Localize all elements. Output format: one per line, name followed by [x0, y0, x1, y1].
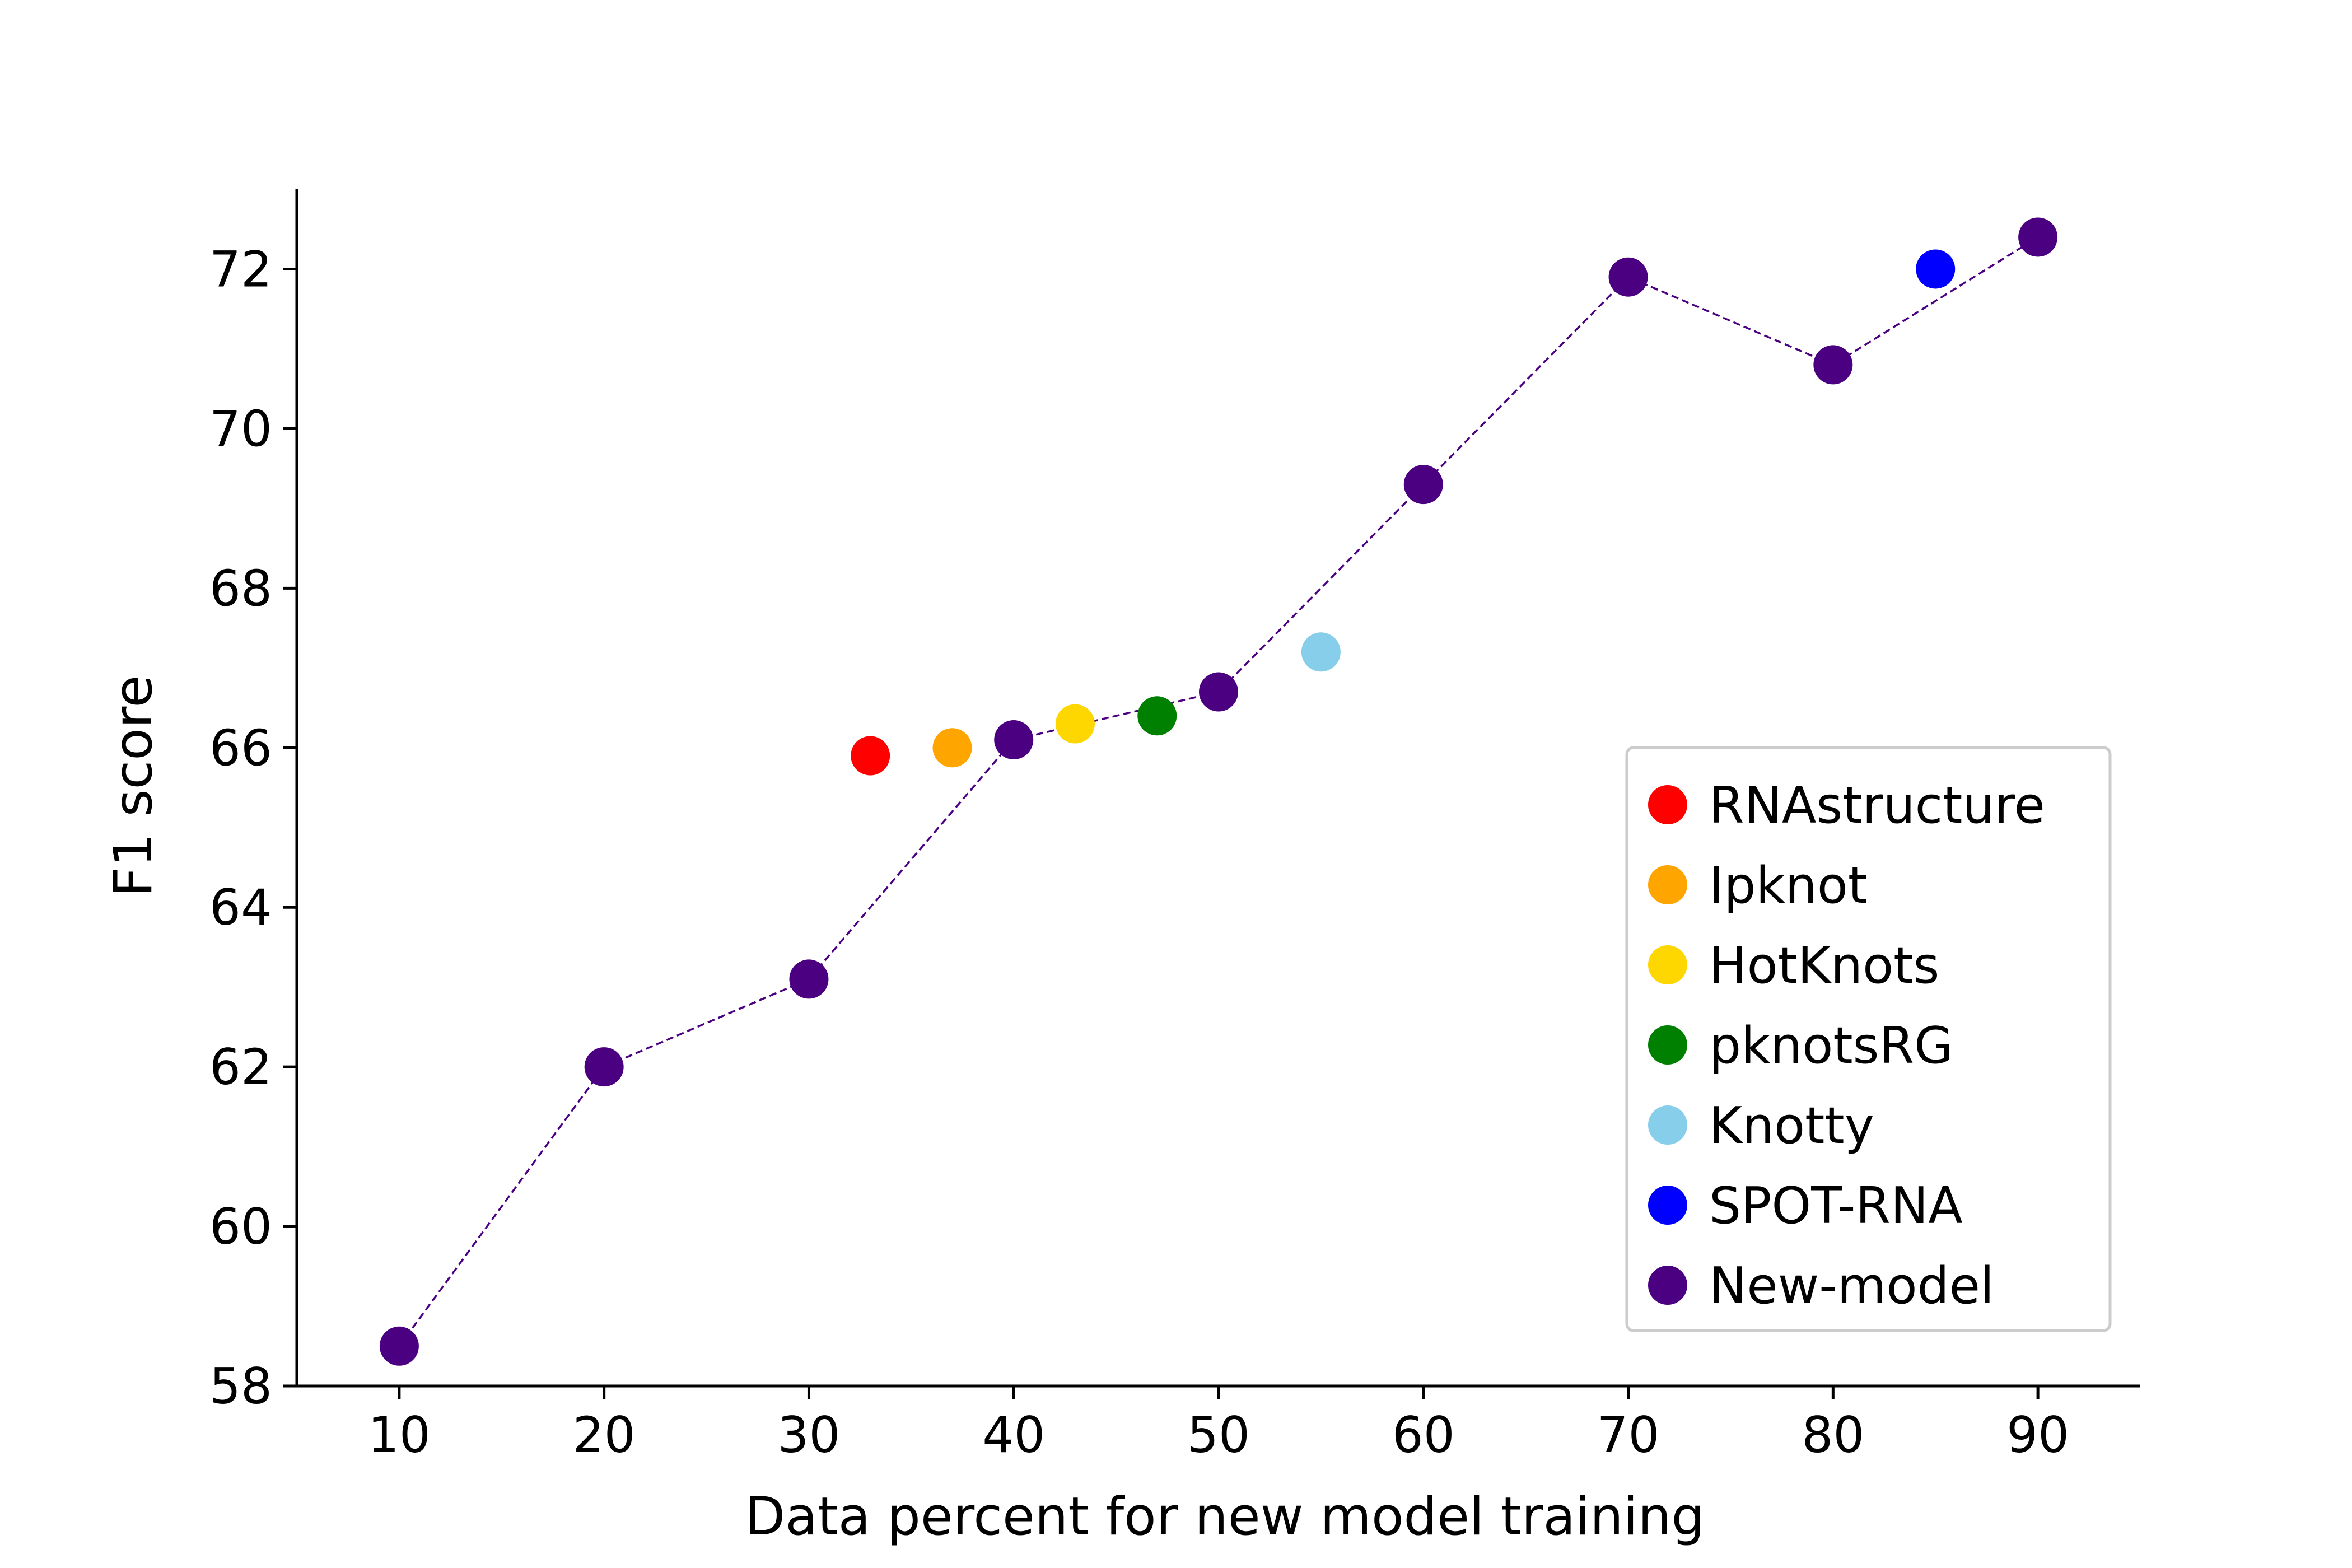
data-point	[789, 959, 829, 999]
series-line	[398, 236, 2039, 1347]
x-tick-label: 20	[573, 1406, 636, 1464]
legend-label: RNAstructure	[1709, 776, 2045, 835]
data-point	[379, 1326, 419, 1366]
y-tick-label: 60	[209, 1198, 272, 1256]
legend-marker	[1648, 1266, 1687, 1305]
y-axis-ticks: 58 60 62 64 66 68 70 72	[209, 240, 297, 1415]
x-tick-label: 50	[1187, 1406, 1250, 1464]
y-tick-label: 68	[209, 559, 272, 617]
legend-marker	[1648, 945, 1687, 984]
data-point	[1608, 257, 1648, 297]
x-tick-label: 90	[2006, 1406, 2069, 1464]
x-tick-label: 10	[368, 1406, 431, 1464]
data-point	[1301, 632, 1341, 672]
series-lines	[398, 236, 2039, 1347]
legend-label: SPOT-RNA	[1709, 1177, 1963, 1235]
x-tick-label: 60	[1392, 1406, 1455, 1464]
data-point	[1916, 249, 1956, 289]
y-axis-label: F1 score	[103, 675, 164, 897]
x-tick-label: 70	[1597, 1406, 1660, 1464]
legend-marker	[1648, 785, 1687, 824]
x-axis-ticks: 10 20 30 40 50 60 70 80 90	[368, 1386, 2069, 1464]
data-point	[1403, 465, 1443, 505]
data-point	[932, 728, 972, 768]
legend-marker	[1648, 865, 1687, 904]
legend-label: pknotsRG	[1709, 1016, 1953, 1075]
data-point	[2018, 217, 2058, 257]
y-tick-label: 70	[209, 400, 272, 458]
legend-label: HotKnots	[1709, 936, 1939, 995]
legend-marker	[1648, 1105, 1687, 1145]
y-tick-label: 64	[209, 879, 272, 936]
data-point	[1199, 672, 1238, 712]
x-tick-label: 40	[982, 1406, 1045, 1464]
data-points	[379, 217, 2058, 1366]
legend-label: New-model	[1709, 1257, 1994, 1315]
legend-label: Knotty	[1709, 1096, 1874, 1155]
legend-marker	[1648, 1186, 1687, 1225]
x-axis-label: Data percent for new model training	[745, 1486, 1705, 1547]
y-tick-label: 72	[209, 240, 272, 298]
y-tick-label: 62	[209, 1038, 272, 1096]
data-point	[584, 1047, 624, 1087]
data-point	[1137, 696, 1177, 736]
legend-marker	[1648, 1025, 1687, 1065]
y-tick-label: 66	[209, 719, 272, 777]
x-tick-label: 30	[777, 1406, 840, 1464]
data-point	[994, 720, 1034, 760]
x-tick-label: 80	[1802, 1406, 1864, 1464]
data-point	[1813, 345, 1853, 385]
legend-label: Ipknot	[1709, 856, 1868, 915]
legend-frame	[1625, 746, 2112, 1332]
y-tick-label: 58	[209, 1357, 272, 1415]
data-point	[851, 736, 890, 776]
legend: RNAstructure Ipknot HotKnots pknotsRG Knotty…	[1625, 746, 2112, 1332]
data-point	[1055, 704, 1095, 744]
